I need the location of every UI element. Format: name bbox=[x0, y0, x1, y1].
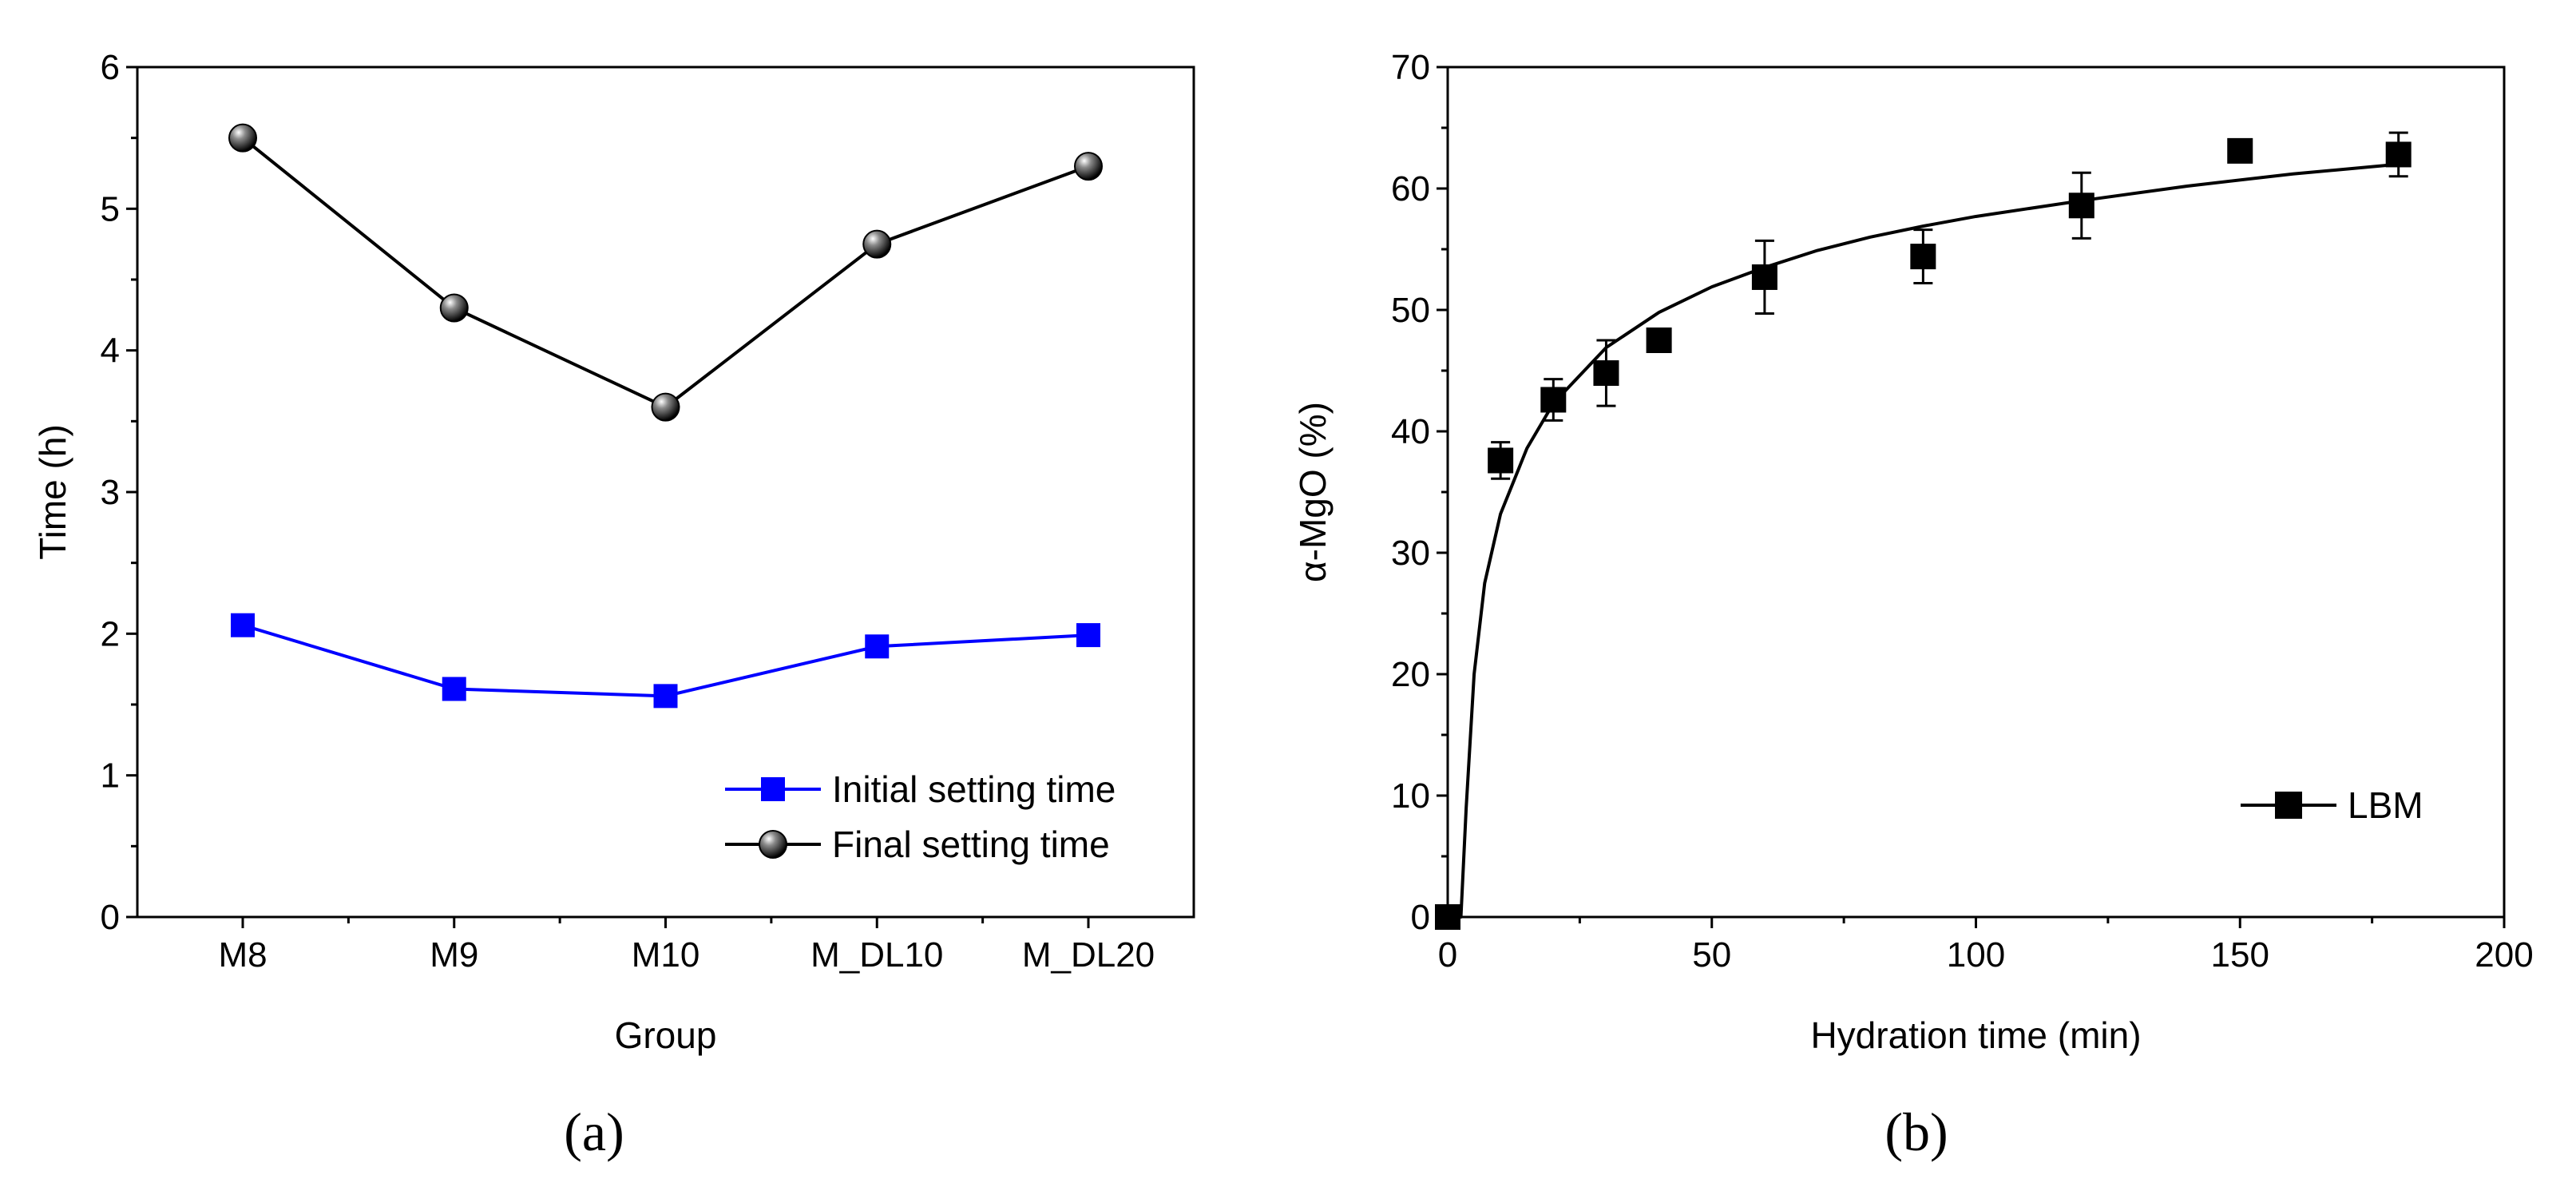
chart-a-panel-label: (a) bbox=[564, 1102, 624, 1162]
a-series-0-point bbox=[653, 684, 678, 709]
a-ytick-label: 0 bbox=[101, 898, 120, 937]
b-ytick-label: 0 bbox=[1411, 898, 1430, 937]
a-series-0-point bbox=[231, 613, 255, 637]
chart-a-plot-frame bbox=[136, 66, 1195, 919]
legend-a-label-1: Final setting time bbox=[832, 824, 1110, 865]
a-xtick-label: M9 bbox=[430, 935, 478, 975]
a-ytick-label: 1 bbox=[101, 756, 120, 796]
a-series-0-point bbox=[1076, 623, 1100, 648]
a-series-0-point bbox=[442, 677, 466, 701]
a-series-1-point bbox=[439, 293, 469, 323]
legend-a-marker-1 bbox=[759, 830, 787, 859]
b-series-0-point bbox=[1540, 387, 1567, 413]
a-xtick-label: M10 bbox=[632, 935, 700, 975]
chart-a-ylabel: Time (h) bbox=[32, 424, 73, 560]
b-ytick-label: 10 bbox=[1391, 776, 1430, 816]
legend-b-label-0: LBM bbox=[2348, 784, 2423, 826]
a-xtick-label: M_DL10 bbox=[810, 935, 943, 975]
chart-b-legend: LBM bbox=[2241, 784, 2423, 826]
b-series-0-point bbox=[1751, 264, 1777, 290]
a-ytick-label: 3 bbox=[101, 473, 120, 512]
b-ytick-label: 60 bbox=[1391, 169, 1430, 208]
chart-b-series bbox=[1435, 131, 2412, 930]
legend-a-marker-0 bbox=[761, 777, 785, 801]
a-xtick-label: M8 bbox=[218, 935, 267, 975]
legend-b-marker-0 bbox=[2275, 792, 2302, 819]
b-series-0-point bbox=[1646, 328, 1672, 353]
a-ytick-label: 5 bbox=[101, 189, 120, 228]
a-series-1-point bbox=[651, 392, 680, 422]
b-series-0-point bbox=[2227, 137, 2253, 164]
a-series-1-point bbox=[228, 123, 257, 153]
b-ytick-label: 70 bbox=[1391, 48, 1430, 87]
b-xtick-label: 150 bbox=[2211, 935, 2269, 975]
chart-b: 0 10 20 30 40 50 60 70 0 50 100 150 200 Hydration ti… bbox=[1292, 48, 2534, 1162]
a-series-1-point bbox=[862, 229, 892, 259]
chart-b-xlabel: Hydration time (min) bbox=[1810, 1014, 2141, 1056]
a-series-1-point bbox=[1074, 152, 1103, 181]
b-ytick-label: 40 bbox=[1391, 412, 1430, 451]
b-series-0-point bbox=[2068, 193, 2094, 219]
a-xtick-label: M_DL20 bbox=[1022, 935, 1155, 975]
chart-a-legend: Initial setting time Final setting time bbox=[725, 768, 1116, 865]
a-ytick-label: 4 bbox=[101, 331, 120, 371]
b-xtick-label: 0 bbox=[1438, 935, 1457, 975]
chart-a: 0 1 2 3 4 5 6 M8 M9 M10 M_DL10 M_DL20 Group Time (h… bbox=[32, 48, 1195, 1162]
chart-b-ticks bbox=[1437, 66, 2506, 928]
chart-b-panel-label: (b) bbox=[1884, 1102, 1948, 1162]
b-xtick-label: 50 bbox=[1692, 935, 1731, 975]
chart-a-series bbox=[228, 123, 1103, 709]
b-xtick-label: 100 bbox=[1947, 935, 2005, 975]
b-series-0-point bbox=[2385, 141, 2412, 168]
b-series-0-point bbox=[1910, 244, 1936, 270]
a-ytick-label: 6 bbox=[101, 48, 120, 87]
b-ytick-label: 50 bbox=[1391, 291, 1430, 330]
chart-b-plot-frame bbox=[1446, 66, 2506, 919]
a-series-1-line bbox=[241, 137, 1089, 409]
b-fit-curve bbox=[1448, 162, 2399, 919]
legend-a-label-0: Initial setting time bbox=[832, 768, 1116, 810]
b-series-0-point bbox=[1593, 360, 1619, 387]
a-series-0-point bbox=[865, 634, 890, 659]
a-ytick-label: 2 bbox=[101, 614, 120, 653]
b-ytick-label: 20 bbox=[1391, 655, 1430, 694]
b-ytick-label: 30 bbox=[1391, 534, 1430, 573]
chart-a-ticks bbox=[126, 66, 1090, 928]
b-series-0-point bbox=[1488, 447, 1514, 474]
chart-a-ticklabels: 0 1 2 3 4 5 6 M8 M9 M10 M_DL10 M_DL20 bbox=[101, 48, 1155, 975]
chart-b-ticklabels: 0 10 20 30 40 50 60 70 0 50 100 150 200 bbox=[1391, 48, 2534, 975]
chart-b-ylabel: α-MgO (%) bbox=[1292, 402, 1334, 582]
b-xtick-label: 200 bbox=[2475, 935, 2533, 975]
chart-a-xlabel: Group bbox=[615, 1014, 717, 1056]
